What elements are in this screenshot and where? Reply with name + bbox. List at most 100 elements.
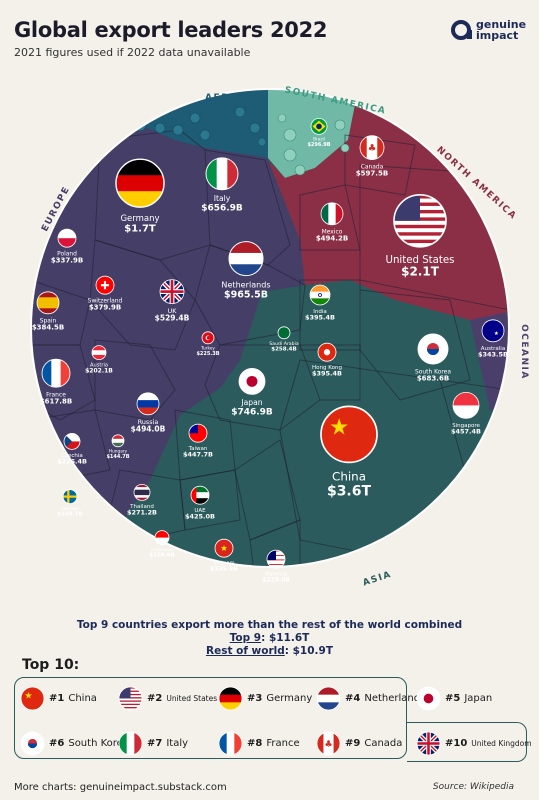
top10-country: Japan: [464, 693, 493, 704]
country-cell-japan: Japan$746.9B: [231, 367, 273, 418]
top10-rank: #9: [345, 738, 361, 749]
country-value: $379.9B: [89, 304, 121, 312]
canada-flag-icon: ♣: [316, 731, 341, 756]
russia-flag: [136, 392, 160, 416]
brazil-flag: [310, 118, 328, 135]
top10-item: #6 South Korea: [20, 731, 129, 756]
canada-flag: ♣: [316, 731, 341, 756]
country-name: Russia: [138, 418, 159, 426]
china-flag: ★: [20, 686, 45, 711]
country-name: Netherlands: [221, 281, 270, 290]
country-name: Italy: [214, 194, 231, 203]
china-flag-icon: ★: [20, 686, 45, 711]
taiwan-flag: [188, 423, 208, 443]
top10-item: #8 France: [218, 731, 300, 756]
country-cell-turkey: Turkey$225.3B: [196, 331, 220, 357]
country-name: Poland: [57, 250, 77, 257]
country-cell-france: France$617.8B: [40, 358, 72, 406]
country-value: $271.2B: [127, 509, 157, 517]
top10-country: Germany: [266, 693, 313, 704]
us-flag-icon: [118, 686, 143, 711]
country-name: Japan: [240, 398, 262, 407]
sweden-flag: [62, 489, 78, 505]
top10-rank: #8: [247, 738, 263, 749]
country-name: United States: [386, 255, 455, 266]
france-flag-icon: [218, 731, 243, 756]
country-cell-canada: ♣ Canada$597.5B: [356, 135, 388, 178]
netherlands-flag-icon: [316, 686, 341, 711]
country-cell-singapore: Singapore$457.4B: [451, 391, 481, 436]
top10-rank: #1: [49, 693, 65, 704]
hungary-flag: [111, 434, 125, 448]
country-value: $656.9B: [201, 204, 243, 214]
country-value: $228.9B: [149, 553, 174, 559]
top10-country: Canada: [364, 738, 403, 749]
country-name: Brazil: [313, 137, 325, 143]
us-flag: [118, 686, 143, 711]
summary-bold: combined: [404, 619, 463, 631]
country-cell-uk: UK$529.4B: [155, 279, 190, 323]
more-charts-link[interactable]: More charts: genuineimpact.substack.com: [14, 782, 227, 793]
country-cell-malaysia: Malaysia$229.0B: [262, 549, 290, 584]
country-name: Malaysia: [265, 571, 287, 577]
top10-box: [14, 677, 407, 759]
country-cell-indonesia: Indonesia$228.9B: [149, 530, 175, 559]
germany-flag: [218, 686, 243, 711]
svg-text:♣: ♣: [368, 143, 377, 154]
turkey-flag: [201, 331, 215, 345]
uae-flag: [190, 485, 210, 505]
region-europe: [31, 89, 305, 540]
italy-flag: [118, 731, 143, 756]
region-label-asia: ASIA: [362, 570, 393, 589]
country-name: Vietnam: [213, 560, 234, 566]
india-flag: [309, 284, 331, 306]
country-cell-hong-kong: Hong Kong$395.4B: [312, 342, 342, 378]
top10-title: Top 10:: [22, 657, 80, 673]
country-cell-china: ★ China$3.6T: [320, 405, 378, 499]
netherlands-flag: [228, 241, 264, 277]
australia-flag: ★: [481, 319, 505, 343]
us-flag: [393, 194, 447, 248]
country-value: $188.7B: [57, 512, 82, 518]
country-value: $597.5B: [356, 170, 388, 178]
top10-country: Netherlands: [364, 693, 426, 704]
top10-item: #4 Netherlands: [316, 686, 425, 711]
brand-logo: genuine impact: [451, 19, 526, 41]
country-name: Mexico: [322, 228, 343, 235]
country-name: Germany: [120, 214, 159, 224]
top10-item: ♣ #9 Canada: [316, 731, 402, 756]
country-name: Turkey: [200, 346, 215, 352]
thailand-flag: [133, 483, 151, 501]
country-name: Hungary: [109, 449, 128, 455]
country-value: $296.9B: [307, 142, 330, 148]
top10-box-extension: [407, 722, 527, 762]
country-cell-switzerland: Switzerland$379.9B: [88, 275, 123, 312]
top10-item: #7 Italy: [118, 731, 188, 756]
switzerland-flag: [95, 275, 115, 295]
svg-text:★: ★: [329, 414, 349, 440]
country-cell-uae: UAE$425.0B: [185, 485, 215, 521]
top10-country: South Korea: [68, 738, 129, 749]
top10-country: China: [68, 693, 97, 704]
top10-country: United States: [166, 694, 218, 703]
country-name: China: [332, 470, 366, 484]
country-value: $457.4B: [451, 428, 481, 436]
italy-flag-icon: [118, 731, 143, 756]
top10-rank: #2: [147, 693, 163, 704]
top10-country: France: [266, 738, 300, 749]
top9-label: Top 9: [229, 632, 262, 644]
country-value: $447.7B: [183, 451, 213, 459]
country-name: Taiwan: [188, 446, 208, 452]
country-value: $335.9B: [210, 566, 238, 573]
austria-flag: [91, 345, 107, 361]
country-name: Sweden: [61, 506, 79, 512]
svg-text:★: ★: [494, 331, 499, 337]
singapore-flag: [452, 391, 480, 419]
top10-item: #10 United Kingdom: [416, 731, 532, 756]
country-cell-netherlands: Netherlands$965.5B: [221, 241, 271, 301]
country-value: $2.1T: [401, 264, 440, 278]
top10-rank: #7: [147, 738, 163, 749]
country-value: $202.1B: [85, 368, 113, 375]
country-name: Hong Kong: [312, 365, 342, 371]
source-note: Source: Wikipedia: [432, 782, 514, 792]
